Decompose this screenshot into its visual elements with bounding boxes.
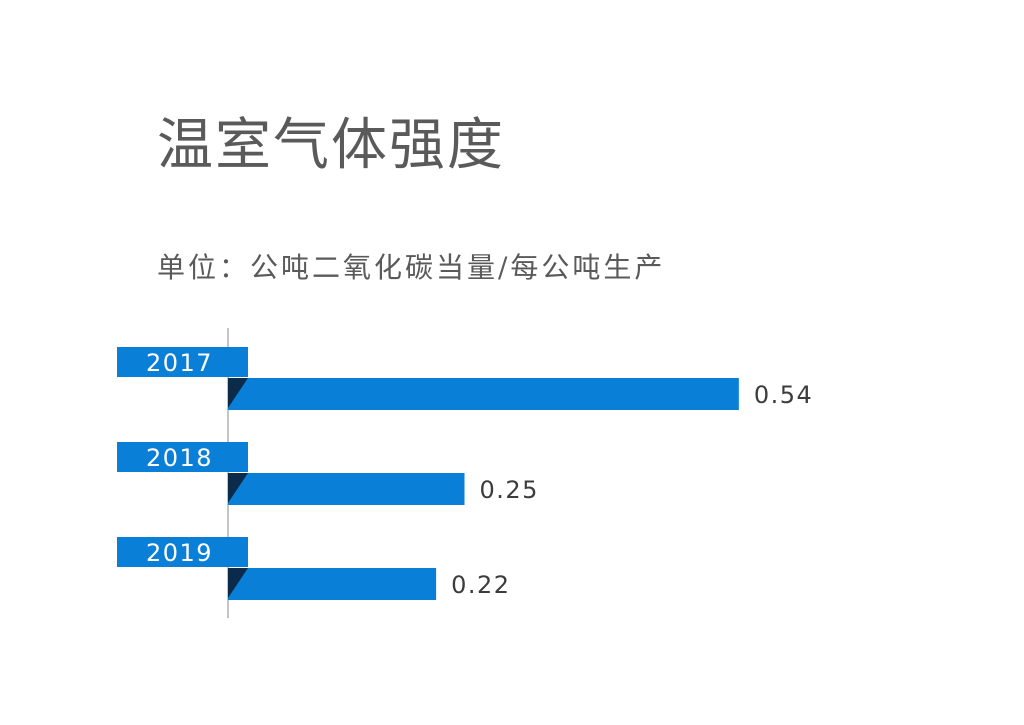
year-tag-2017 (117, 347, 248, 377)
value-label-2019: 0.22 (451, 571, 510, 599)
bar-2017 (228, 378, 739, 410)
value-label-2018: 0.25 (480, 476, 539, 504)
year-label-2018: 2018 (146, 444, 213, 472)
year-tag-2019 (117, 537, 248, 567)
year-label-2017: 2017 (146, 349, 213, 377)
bar-fold-2018 (228, 473, 248, 503)
chart-subtitle: 单位：公吨二氧化碳当量/每公吨生产 (157, 251, 666, 284)
bar-fold-2017 (228, 378, 248, 408)
chart-title: 温室气体强度 (157, 113, 505, 178)
value-label-2017: 0.54 (754, 381, 813, 409)
year-label-2019: 2019 (146, 539, 213, 567)
year-tag-2018 (117, 442, 248, 472)
bar-2018 (228, 473, 465, 505)
bars-group: 2017 0.54 2018 0.25 2019 0.22 (117, 347, 813, 600)
bar-fold-2019 (228, 568, 248, 598)
bar-2019 (228, 568, 437, 600)
